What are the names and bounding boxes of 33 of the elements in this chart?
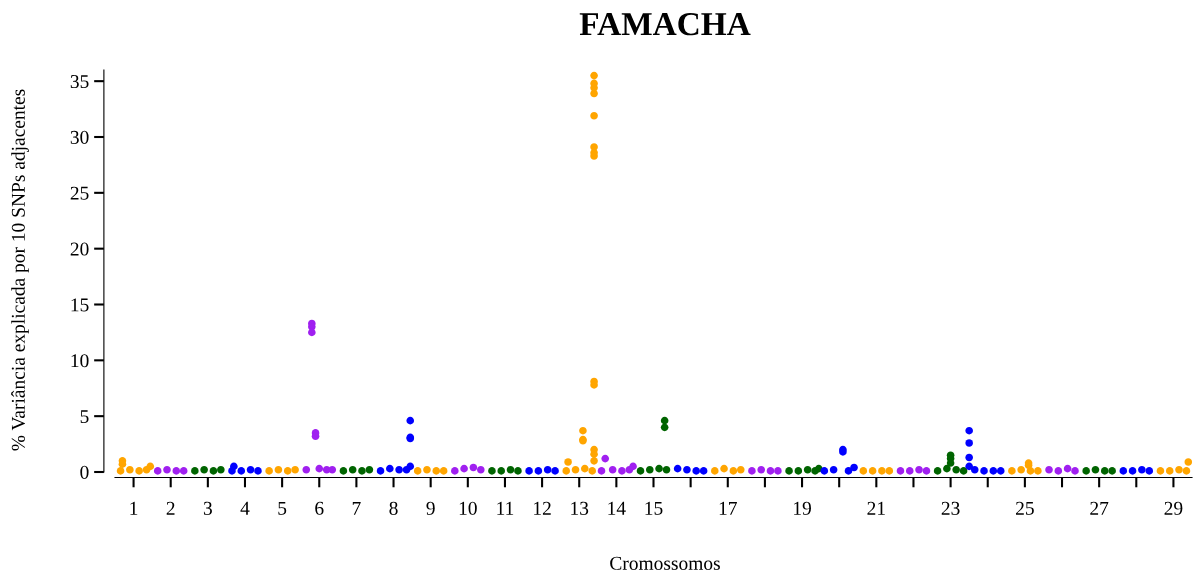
x-tick-label: 11 [497, 501, 514, 515]
x-axis-title: Cromossomos [610, 556, 720, 570]
x-tick-label: 21 [867, 501, 885, 515]
chart-title: FAMACHA [579, 12, 751, 36]
x-tick-label: 23 [941, 501, 960, 515]
x-tick-label: 12 [534, 501, 551, 515]
x-tick-label: 27 [1090, 501, 1109, 515]
x-tick-label: 25 [1016, 501, 1034, 515]
x-tick-label: 4 [240, 501, 250, 515]
y-tick-label: 5 [80, 410, 89, 424]
x-tick-label: 7 [352, 501, 361, 515]
x-tick-label: 1 [130, 501, 138, 515]
x-tick-label: 10 [459, 501, 477, 515]
x-tick-label: 2 [166, 501, 175, 515]
y-tick-label: 30 [70, 130, 89, 144]
y-tick-label: 10 [71, 354, 89, 368]
x-tick-label: 15 [645, 501, 663, 515]
y-tick-label: 20 [70, 242, 89, 256]
x-tick-label: 8 [389, 501, 398, 515]
x-tick-label: 13 [571, 501, 589, 515]
y-axis-title: % Variância explicada por 10 SNPs adjacentes [11, 89, 29, 451]
y-tick-label: 15 [71, 298, 89, 312]
x-tick-label: 6 [315, 501, 324, 515]
x-tick-label: 3 [203, 501, 212, 515]
y-tick-label: 25 [70, 186, 89, 200]
x-tick-label: 14 [608, 501, 626, 515]
x-tick-label: 19 [794, 501, 811, 515]
x-tick-label: 29 [1164, 501, 1183, 515]
y-tick-label: 0 [80, 465, 89, 479]
x-tick-label: 9 [426, 501, 435, 515]
x-tick-label: 17 [719, 501, 737, 515]
x-tick-label: 5 [278, 501, 287, 515]
y-tick-label: 35 [70, 75, 89, 89]
